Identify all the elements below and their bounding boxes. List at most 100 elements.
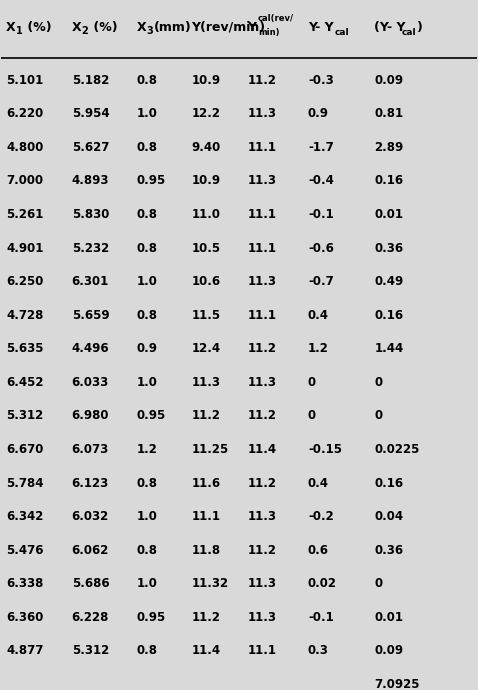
Text: 11.2: 11.2 [248,544,277,557]
Text: 1.44: 1.44 [374,342,404,355]
Text: 0.36: 0.36 [374,241,403,255]
Text: 0.9: 0.9 [308,108,329,120]
Text: 11.2: 11.2 [248,409,277,422]
Text: (%): (%) [89,21,118,34]
Text: 0.16: 0.16 [374,477,403,490]
Text: 5.686: 5.686 [72,578,109,591]
Text: 0.4: 0.4 [308,477,329,490]
Text: 6.301: 6.301 [72,275,109,288]
Text: -0.6: -0.6 [308,241,334,255]
Text: 5.101: 5.101 [6,74,43,87]
Text: 11.3: 11.3 [248,611,277,624]
Text: 0.95: 0.95 [137,611,166,624]
Text: Y: Y [248,21,257,34]
Text: 5.232: 5.232 [72,241,109,255]
Text: 7.0925: 7.0925 [374,678,420,690]
Text: 6.033: 6.033 [72,376,109,389]
Text: 12.4: 12.4 [192,342,221,355]
Text: 5.261: 5.261 [6,208,43,221]
Text: 5.312: 5.312 [72,644,109,658]
Text: 6.220: 6.220 [6,108,43,120]
Text: 5.476: 5.476 [6,544,43,557]
Text: 0: 0 [308,376,316,389]
Text: 0.8: 0.8 [137,241,158,255]
Text: 11.6: 11.6 [192,477,221,490]
Text: 11.1: 11.1 [192,510,220,523]
Text: 0.8: 0.8 [137,74,158,87]
Text: 1.0: 1.0 [137,108,158,120]
Text: 5.784: 5.784 [6,477,43,490]
Text: 11.32: 11.32 [192,578,228,591]
Text: 5.659: 5.659 [72,309,109,322]
Text: 0.02: 0.02 [308,578,337,591]
Text: 0.04: 0.04 [374,510,403,523]
Text: 0.09: 0.09 [374,74,403,87]
Text: 6.123: 6.123 [72,477,109,490]
Text: -0.7: -0.7 [308,275,334,288]
Text: 1.0: 1.0 [137,578,158,591]
Text: 6.360: 6.360 [6,611,43,624]
Text: 11.2: 11.2 [192,409,220,422]
Text: 1.2: 1.2 [137,443,158,456]
Text: 11.3: 11.3 [248,108,277,120]
Text: -0.15: -0.15 [308,443,342,456]
Text: 0: 0 [374,376,382,389]
Text: 5.182: 5.182 [72,74,109,87]
Text: 0.8: 0.8 [137,141,158,154]
Text: min): min) [258,28,280,37]
Text: 6.228: 6.228 [72,611,109,624]
Text: 0.01: 0.01 [374,208,403,221]
Text: 0: 0 [308,409,316,422]
Text: 0.95: 0.95 [137,175,166,188]
Text: 6.338: 6.338 [6,578,43,591]
Text: 11.1: 11.1 [248,309,277,322]
Text: 12.2: 12.2 [192,108,220,120]
Text: cal: cal [335,28,349,37]
Text: 2: 2 [82,26,88,37]
Text: 5.627: 5.627 [72,141,109,154]
Text: 6.250: 6.250 [6,275,43,288]
Text: 11.0: 11.0 [192,208,220,221]
Text: 5.635: 5.635 [6,342,43,355]
Text: X: X [137,21,146,34]
Text: 4.901: 4.901 [6,241,43,255]
Text: 6.032: 6.032 [72,510,109,523]
Text: 9.40: 9.40 [192,141,221,154]
Text: 4.496: 4.496 [72,342,109,355]
Text: -0.2: -0.2 [308,510,334,523]
Text: 10.6: 10.6 [192,275,221,288]
Text: -0.3: -0.3 [308,74,334,87]
Text: 6.342: 6.342 [6,510,43,523]
Text: 11.1: 11.1 [248,141,277,154]
Text: Y(rev/min): Y(rev/min) [192,21,266,34]
Text: 1: 1 [16,26,23,37]
Text: 11.3: 11.3 [192,376,220,389]
Text: -0.1: -0.1 [308,208,334,221]
Text: 1.0: 1.0 [137,510,158,523]
Text: 11.2: 11.2 [192,611,220,624]
Text: 0.8: 0.8 [137,208,158,221]
Text: 0.3: 0.3 [308,644,329,658]
Text: 0.81: 0.81 [374,108,403,120]
Text: cal: cal [402,28,417,37]
Text: Y- Y: Y- Y [308,21,334,34]
Text: 6.073: 6.073 [72,443,109,456]
Text: 11.3: 11.3 [248,175,277,188]
Text: 4.893: 4.893 [72,175,109,188]
Text: 6.670: 6.670 [6,443,43,456]
Text: 0.16: 0.16 [374,309,403,322]
Text: 1.0: 1.0 [137,376,158,389]
Text: -1.7: -1.7 [308,141,334,154]
Text: 11.3: 11.3 [248,376,277,389]
Text: 11.1: 11.1 [248,241,277,255]
Text: 0.9: 0.9 [137,342,158,355]
Text: 5.830: 5.830 [72,208,109,221]
Text: 6.452: 6.452 [6,376,43,389]
Text: 4.800: 4.800 [6,141,43,154]
Text: 11.1: 11.1 [248,644,277,658]
Text: cal(rev/: cal(rev/ [258,14,294,23]
Text: 11.3: 11.3 [248,578,277,591]
Text: 4.728: 4.728 [6,309,43,322]
Text: 0.16: 0.16 [374,175,403,188]
Text: 3: 3 [147,26,153,37]
